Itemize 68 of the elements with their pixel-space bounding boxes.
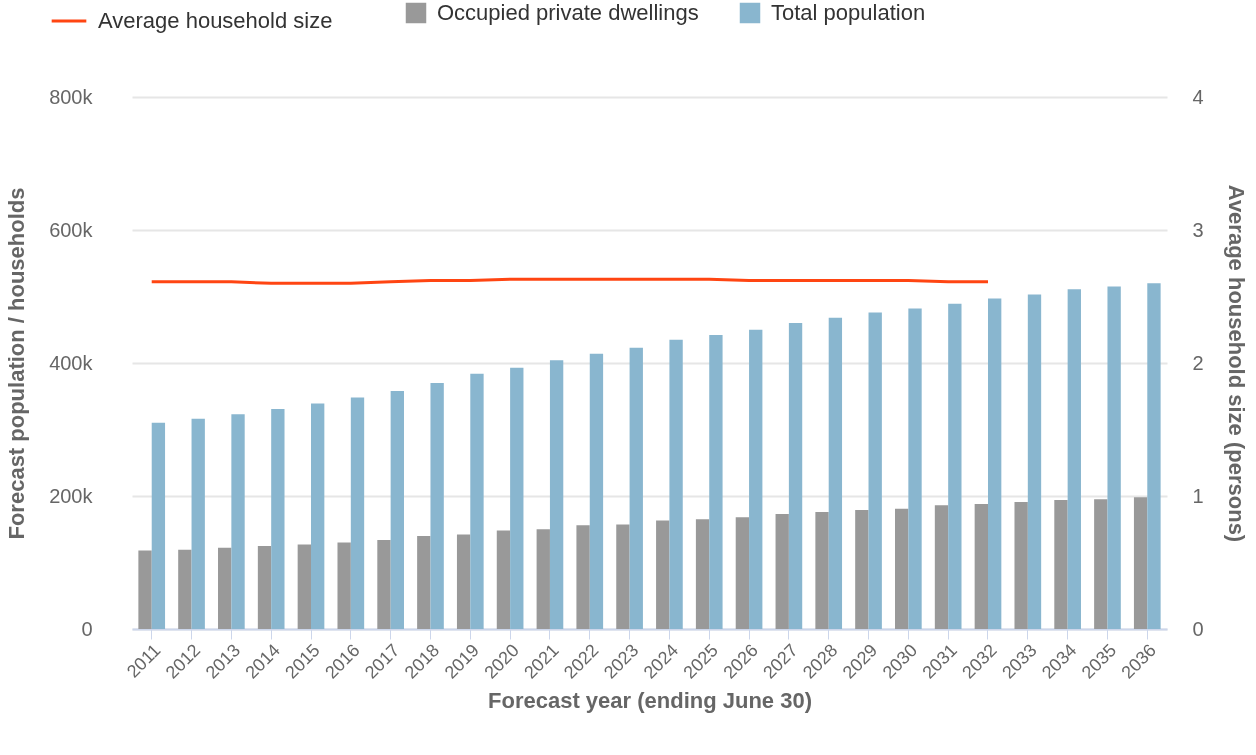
bar: [788, 323, 803, 629]
bar: [1014, 501, 1028, 629]
bar: [908, 308, 922, 629]
y-tick-label: 400k: [49, 351, 94, 374]
y-axis-title: Forecast population / households: [4, 187, 30, 540]
bar: [948, 303, 962, 629]
y2-tick-label: 1: [1192, 484, 1204, 507]
bar: [576, 525, 590, 629]
bar: [191, 418, 205, 629]
bar: [735, 517, 750, 629]
bar: [775, 513, 789, 629]
bar: [749, 329, 763, 629]
bar: [496, 530, 511, 629]
y2-tick-label: 2: [1192, 351, 1204, 374]
bar: [988, 298, 1002, 629]
bar: [656, 520, 670, 629]
bar: [297, 544, 311, 629]
bar: [589, 353, 604, 629]
legend-label: Total population: [771, 0, 926, 25]
y2-tick-label: 3: [1192, 218, 1204, 241]
bar: [815, 511, 829, 629]
bar: [151, 422, 166, 629]
bar: [549, 360, 564, 629]
bar: [1054, 499, 1068, 629]
bar: [510, 367, 524, 629]
bar: [350, 397, 365, 629]
bar: [629, 347, 643, 629]
bar: [895, 508, 909, 629]
bar: [311, 403, 325, 629]
bar: [138, 550, 152, 629]
bar: [178, 549, 192, 629]
bar: [377, 539, 391, 629]
bar: [456, 534, 471, 629]
y-tick-label: 600k: [49, 218, 94, 241]
bar: [1067, 289, 1081, 629]
bar: [669, 339, 683, 629]
y2-tick-label: 0: [1192, 617, 1204, 640]
bar: [868, 312, 882, 629]
x-axis-title: Forecast year (ending June 30): [488, 687, 812, 713]
bar: [470, 373, 484, 629]
bar: [231, 414, 245, 629]
bar: [695, 519, 710, 629]
y2-tick-label: 4: [1192, 85, 1204, 108]
y-tick-label: 200k: [49, 484, 94, 507]
bar: [709, 335, 723, 629]
bar: [218, 547, 232, 629]
bar: [430, 382, 444, 629]
bar: [855, 509, 869, 629]
y-tick-label: 800k: [49, 85, 94, 108]
bar: [934, 505, 949, 629]
y-tick-label: 0: [81, 617, 93, 640]
legend-label: Average household size: [98, 8, 333, 33]
y2-axis-title: Average household size (persons): [1223, 184, 1249, 543]
bar: [390, 390, 404, 629]
bar: [1094, 499, 1108, 629]
bar: [1133, 497, 1148, 629]
legend-label: Occupied private dwellings: [437, 0, 699, 25]
bar: [337, 542, 351, 629]
bar: [1027, 294, 1042, 629]
bar: [257, 545, 272, 629]
bar: [616, 524, 630, 629]
bar: [974, 503, 988, 629]
bar: [271, 408, 285, 629]
bar: [1107, 286, 1121, 629]
bar: [536, 529, 550, 629]
bar: [1147, 283, 1161, 629]
bar: [417, 535, 431, 629]
bar: [828, 317, 843, 629]
